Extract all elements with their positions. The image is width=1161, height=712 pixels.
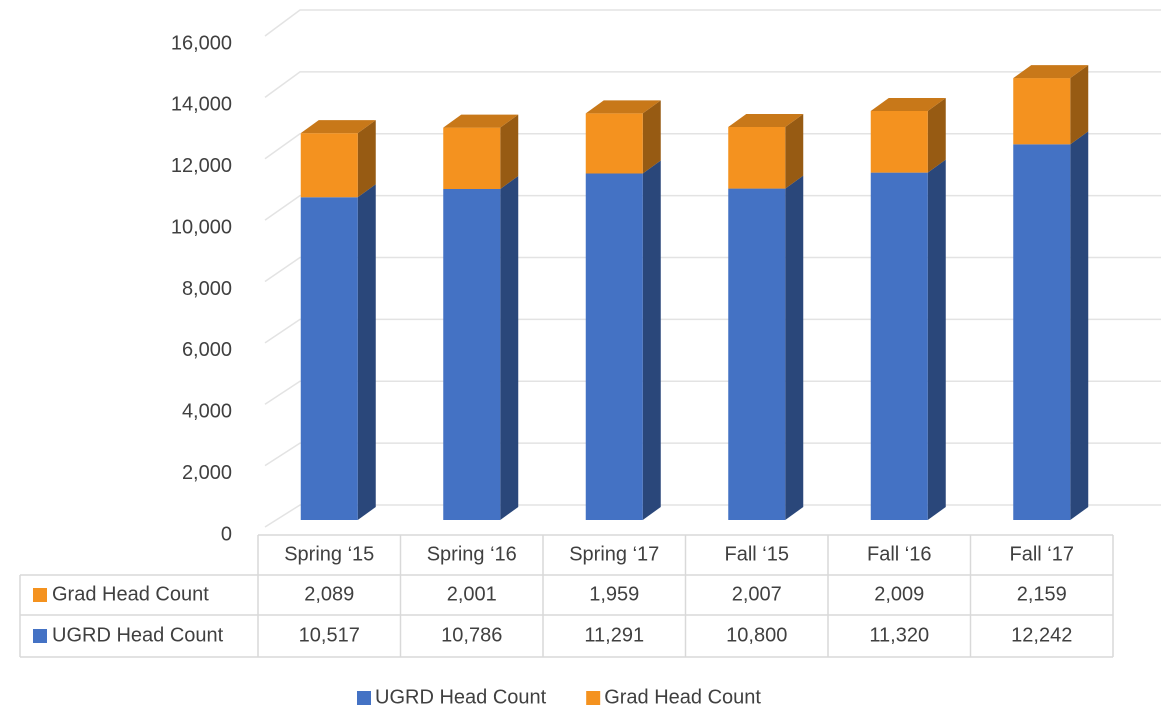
bar (1013, 144, 1071, 521)
bar (870, 110, 928, 173)
table-value: 2,001 (447, 583, 497, 605)
bar-side (357, 184, 376, 520)
x-tick-label: Fall ‘16 (867, 543, 931, 565)
bar-top (443, 114, 519, 128)
legend-swatch (33, 629, 47, 643)
bar (443, 127, 501, 190)
y-tick-label: 12,000 (171, 155, 232, 177)
bar (300, 133, 358, 198)
table-value: 1,959 (589, 583, 639, 605)
bar-side (357, 120, 376, 198)
bar-side (927, 97, 946, 173)
table-value: 11,320 (869, 624, 929, 646)
legend-label: Grad Head Count (604, 686, 761, 708)
table-value: 2,089 (304, 583, 354, 605)
x-tick-label: Spring ‘17 (569, 543, 659, 565)
x-tick-label: Fall ‘15 (725, 543, 789, 565)
y-tick-label: 4,000 (182, 401, 232, 423)
y-tick-label: 14,000 (171, 94, 232, 116)
grid-line (264, 71, 1161, 98)
bar (585, 173, 643, 520)
bar-top (300, 120, 376, 134)
bar-side (785, 113, 804, 189)
table-value: 11,291 (584, 624, 644, 646)
bar (585, 113, 643, 174)
table-value: 10,800 (726, 624, 787, 646)
bar-side (642, 160, 661, 520)
bar-side (500, 176, 519, 520)
bar-side (500, 114, 519, 190)
x-tick-label: Fall ‘17 (1010, 543, 1074, 565)
bar-side (785, 175, 804, 520)
bar-top (728, 113, 804, 127)
row-label: UGRD Head Count (52, 624, 224, 646)
bar-side (1070, 131, 1089, 521)
y-tick-label: 16,000 (171, 32, 232, 54)
y-tick-label: 2,000 (182, 462, 232, 484)
bar (1013, 78, 1071, 145)
legend-swatch (586, 691, 601, 705)
bar-side (642, 100, 661, 174)
table-value: 2,009 (874, 583, 924, 605)
table-value: 12,242 (1011, 624, 1072, 646)
table-value: 2,007 (732, 583, 782, 605)
bar (300, 197, 358, 520)
bar-side (927, 159, 946, 520)
legend-swatch (33, 588, 47, 602)
row-label: Grad Head Count (52, 583, 209, 605)
bar-side (1070, 65, 1089, 145)
y-tick-label: 8,000 (182, 278, 232, 300)
bar (728, 126, 786, 189)
table-value: 10,517 (299, 624, 360, 646)
bar-top (870, 97, 946, 111)
y-tick-label: 10,000 (171, 216, 232, 238)
bar (870, 172, 928, 520)
grid-line (264, 9, 1161, 37)
y-tick-label: 6,000 (182, 339, 232, 361)
bar (443, 189, 501, 520)
bar-top (585, 100, 661, 114)
table-value: 2,159 (1017, 583, 1067, 605)
x-tick-label: Spring ‘16 (427, 543, 517, 565)
y-tick-label: 0 (221, 523, 232, 545)
legend-swatch (357, 691, 371, 705)
bar-top (1013, 65, 1089, 79)
bar (728, 188, 786, 520)
legend-label: UGRD Head Count (375, 686, 547, 708)
x-tick-label: Spring ‘15 (284, 543, 374, 565)
table-value: 10,786 (441, 624, 502, 646)
